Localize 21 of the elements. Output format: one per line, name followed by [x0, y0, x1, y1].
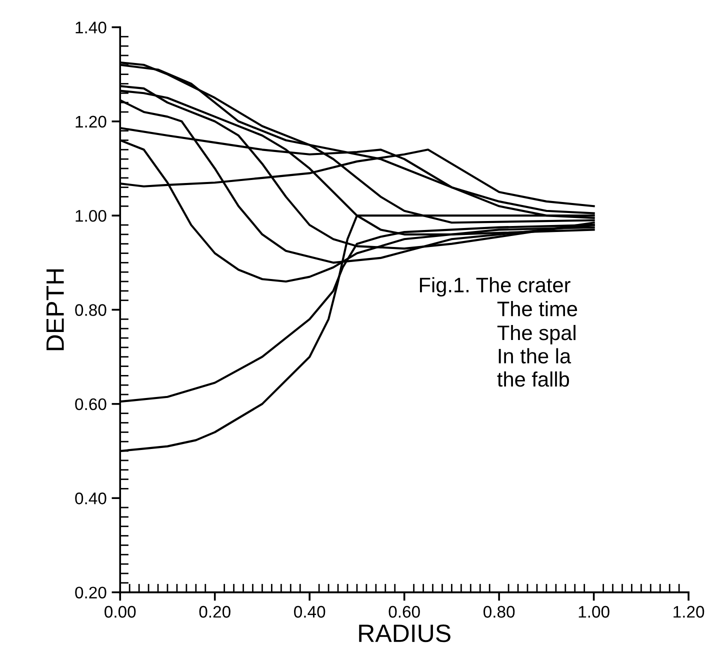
y-tick-label: 0.20	[75, 586, 106, 598]
x-tick-label: 0.60	[388, 606, 420, 618]
y-tick-label: 1.20	[76, 116, 106, 128]
x-tick-label: 0.20	[199, 606, 230, 618]
y-tick-label: 0.60	[75, 398, 106, 410]
annotation: In the la	[498, 348, 572, 364]
annotation: the fallb	[497, 371, 570, 387]
x-tick-label: 1.00	[578, 606, 610, 618]
annotation: The spal	[497, 324, 576, 344]
x-tick-label: 0.80	[484, 606, 515, 618]
y-tick-label: 0.80	[75, 304, 106, 316]
y-tick-label: 1.00	[76, 210, 106, 222]
x-axis-title: RADIUS	[359, 624, 450, 642]
annotation: The time	[497, 301, 578, 316]
y-axis-title: DEPTH	[46, 269, 64, 350]
y-tick-label: 1.40	[76, 22, 106, 34]
x-tick-label: 0.40	[294, 606, 326, 618]
x-tick-label: 0.00	[104, 606, 136, 618]
y-tick-label: 0.40	[75, 492, 106, 504]
annotation: Fig.1. The crater	[420, 277, 570, 297]
x-tick-label: 1.20	[674, 606, 704, 618]
